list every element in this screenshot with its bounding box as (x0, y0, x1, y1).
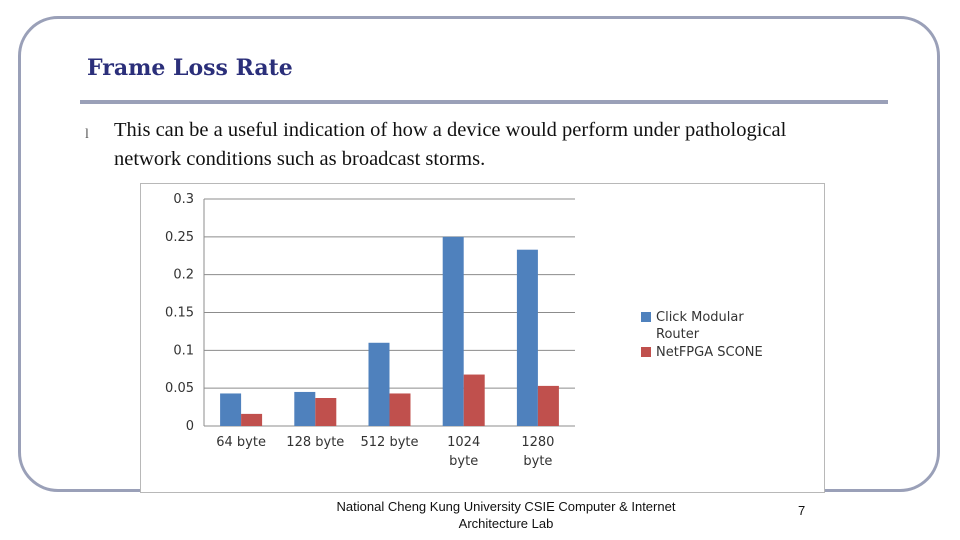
x-tick-label: 512 byte (361, 435, 419, 450)
legend-label: Click Modular (656, 310, 744, 325)
frame-loss-chart: 0 0.05 0.1 0.15 0.2 0.25 0.3 64 byte 128 byte 512… (165, 192, 763, 469)
bar (220, 393, 242, 426)
title-divider (80, 100, 888, 104)
legend-label: Router (656, 327, 700, 342)
bar (537, 385, 559, 426)
bullet-text: This can be a useful indication of how a… (114, 119, 787, 170)
bar (315, 398, 337, 426)
x-tick-label: 64 byte (216, 435, 266, 450)
x-tick-label: 1024 (447, 435, 480, 450)
bar (516, 249, 538, 426)
bar (294, 391, 316, 426)
x-tick-label: byte (449, 454, 478, 469)
bar (368, 342, 390, 426)
x-tick-label: 1280 (521, 435, 554, 450)
footer-text: National Cheng Kung University CSIE Comp… (336, 499, 676, 531)
x-tick-label: 128 byte (286, 435, 344, 450)
y-tick-label: 0.15 (165, 306, 194, 321)
y-tick-label: 0.1 (173, 343, 194, 358)
bullet-marker: l (85, 127, 89, 142)
chart-container: 0 0.05 0.1 0.15 0.2 0.25 0.3 64 byte 128 byte 512… (140, 183, 825, 493)
y-tick-label: 0.3 (173, 192, 194, 207)
legend-swatch (641, 312, 651, 322)
legend-swatch (641, 347, 651, 357)
x-tick-label: byte (523, 454, 552, 469)
y-tick-label: 0.2 (173, 268, 194, 283)
page-number: 7 (798, 503, 806, 518)
bar (389, 393, 411, 426)
y-tick-label: 0.25 (165, 230, 194, 245)
y-tick-label: 0.05 (165, 381, 194, 396)
y-tick-label: 0 (186, 419, 194, 434)
slide-title: Frame Loss Rate (87, 55, 293, 81)
bar (241, 413, 263, 426)
bar (442, 236, 464, 426)
legend-label: NetFPGA SCONE (656, 345, 763, 360)
bar (463, 374, 485, 426)
